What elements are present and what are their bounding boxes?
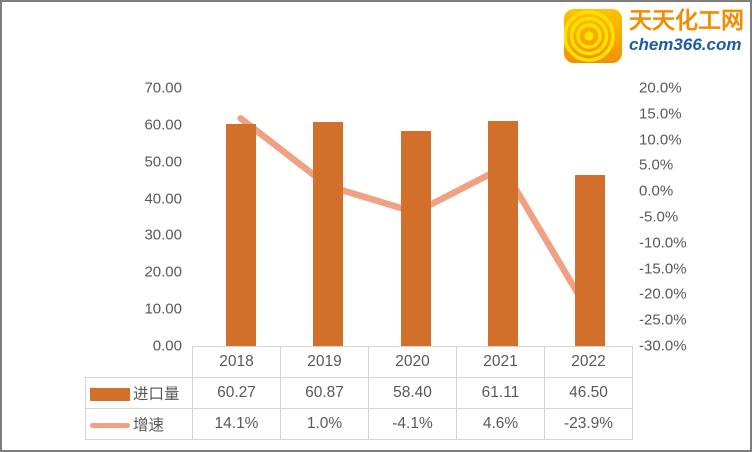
value-cell: 1.0% [280,408,369,440]
chart-data-table: 2018 2019 2020 2021 2022 进口量 60.27 60.87 58.40 61… [85,346,633,440]
series-label-cell: 进口量 [85,377,193,409]
brand-logo: 天天化工网 chem366.com [564,9,744,63]
value-cell: 14.1% [192,408,281,440]
left-axis-tick-label: 10.00 [144,300,182,318]
plot-area [197,88,634,346]
table-blank-cell [86,347,193,378]
value-cell: 60.87 [280,377,369,409]
right-axis-tick-label: 15.0% [639,105,682,123]
left-axis-tick-label: 20.00 [144,263,182,281]
bar-2018 [225,123,256,346]
value-cell: -23.9% [544,408,633,440]
bar-2020 [400,130,431,346]
concentric-rings-icon [564,9,622,63]
left-axis: 70.00 60.00 50.00 40.00 30.00 20.00 10.00 0.00 [108,80,182,355]
right-axis-tick-label: 5.0% [639,156,674,174]
year-header-cell: 2018 [192,346,281,378]
right-axis-tick-label: -10.0% [639,234,687,252]
table-row: 进口量 60.27 60.87 58.40 61.11 46.50 [85,377,633,409]
year-header-cell: 2019 [280,346,369,378]
year-header-cell: 2021 [456,346,545,378]
right-axis-tick-label: -15.0% [639,260,687,278]
right-axis-tick-label: -5.0% [639,208,679,226]
left-axis-tick-label: 50.00 [144,153,182,171]
value-cell: 58.40 [368,377,457,409]
value-cell: 4.6% [456,408,545,440]
brand-text-block: 天天化工网 chem366.com [629,7,744,54]
series-label: 进口量 [133,386,180,403]
right-axis-tick-label: 0.0% [639,182,674,200]
left-axis-tick-label: 60.00 [144,116,182,134]
right-axis: 20.0% 15.0% 10.0% 5.0% 0.0% -5.0% -10.0% -15.0%… [639,80,729,355]
bar-2019 [313,121,344,346]
bar-2022 [575,174,606,346]
series-label: 增速 [133,417,165,434]
right-axis-tick-label: -20.0% [639,285,687,303]
table-row: 增速 14.1% 1.0% -4.1% 4.6% -23.9% [85,408,633,440]
year-header-cell: 2020 [368,346,457,378]
left-axis-tick-label: 70.00 [144,79,182,97]
right-axis-tick-label: 10.0% [639,131,682,149]
value-cell: 60.27 [192,377,281,409]
left-axis-tick-label: 30.00 [144,226,182,244]
right-axis-tick-label: -30.0% [639,337,687,355]
bar-legend-swatch-icon [90,388,130,402]
left-axis-tick-label: 0.00 [152,337,182,355]
right-axis-tick-label: 20.0% [639,79,682,97]
brand-name: 天天化工网 [629,7,744,33]
bar-2021 [487,120,518,346]
right-axis-tick-label: -25.0% [639,311,687,329]
line-legend-swatch-icon [90,423,130,429]
value-cell: -4.1% [368,408,457,440]
year-header-cell: 2022 [544,346,633,378]
series-label-cell: 增速 [85,408,193,440]
brand-domain: chem366.com [629,35,742,54]
value-cell: 61.11 [456,377,545,409]
left-axis-tick-label: 40.00 [144,190,182,208]
table-header-row: 2018 2019 2020 2021 2022 [86,346,633,378]
value-cell: 46.50 [544,377,633,409]
